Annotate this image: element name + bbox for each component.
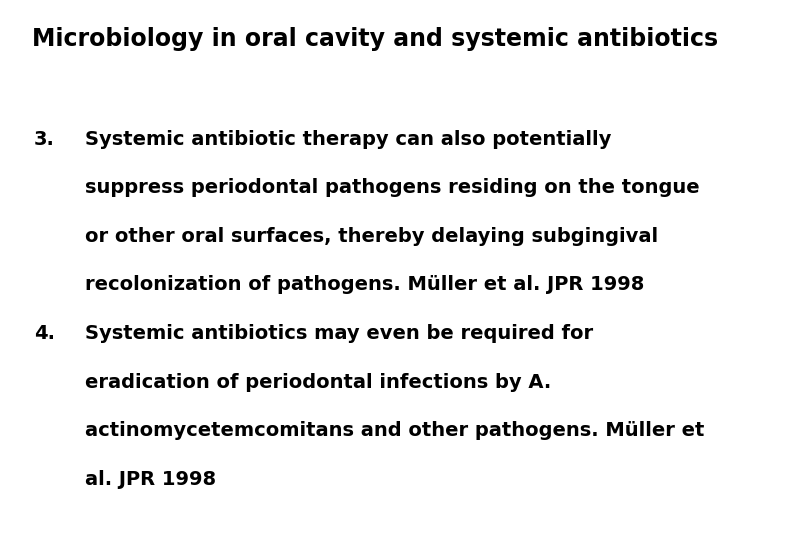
Text: or other oral surfaces, thereby delaying subgingival: or other oral surfaces, thereby delaying… [85,227,659,246]
Text: 3.: 3. [34,130,55,148]
Text: Systemic antibiotics may even be required for: Systemic antibiotics may even be require… [85,324,593,343]
Text: Microbiology in oral cavity and systemic antibiotics: Microbiology in oral cavity and systemic… [32,27,718,51]
Text: suppress periodontal pathogens residing on the tongue: suppress periodontal pathogens residing … [85,178,700,197]
Text: actinomycetemcomitans and other pathogens. Müller et: actinomycetemcomitans and other pathogen… [85,421,705,440]
Text: al. JPR 1998: al. JPR 1998 [85,470,216,489]
Text: 4.: 4. [34,324,55,343]
Text: eradication of periodontal infections by A.: eradication of periodontal infections by… [85,373,552,392]
Text: recolonization of pathogens. Müller et al. JPR 1998: recolonization of pathogens. Müller et a… [85,275,645,294]
Text: Systemic antibiotic therapy can also potentially: Systemic antibiotic therapy can also pot… [85,130,612,148]
